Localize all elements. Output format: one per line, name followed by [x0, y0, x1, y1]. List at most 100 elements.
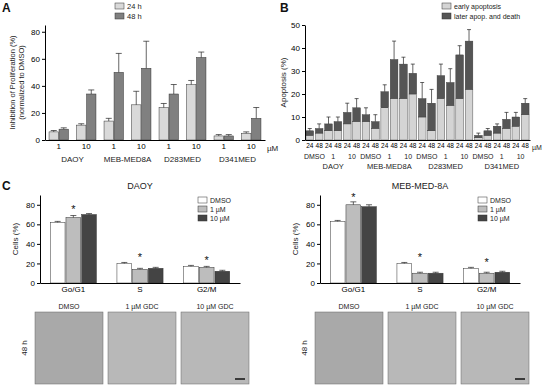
y-axis-title: (normalized to DMSO) [17, 45, 26, 120]
y-tick: 60 [26, 220, 40, 229]
tick-label: 20 [291, 90, 300, 99]
bar-segment [400, 99, 408, 140]
error-bar [448, 69, 452, 83]
legend-item: 24 h [115, 2, 142, 11]
x-tick: 24 [456, 142, 464, 149]
bar-segment [353, 108, 361, 122]
legend-swatch [478, 197, 487, 203]
legend-item: DMSO [478, 197, 512, 204]
x-tick: 48 [503, 142, 511, 149]
tick-mark [37, 224, 40, 225]
bar-segment [465, 89, 473, 140]
micrograph-row: 48 hDMSO1 µM GDC10 µM GDC [300, 303, 529, 384]
treatment-label: 10 [348, 153, 356, 160]
bar [49, 132, 58, 140]
tick-label: 48 [316, 142, 324, 149]
error-bar [411, 64, 415, 73]
treatment-label: 10 [460, 153, 468, 160]
group-label: MEB-MED8A [367, 162, 412, 171]
axis-line [40, 196, 41, 284]
bar [197, 57, 206, 140]
error-bar [317, 124, 321, 129]
legend-label: 48 h [127, 12, 142, 21]
tick-label: G2/M [477, 285, 497, 294]
legend: 24 h48 h [115, 2, 142, 21]
y-tick: 20 [31, 109, 45, 118]
error-bar [133, 91, 139, 105]
error-bar [476, 133, 480, 135]
legend-item: 48 h [115, 12, 142, 21]
legend-item: 10 µM [478, 215, 510, 223]
tick-label: 10 [82, 142, 91, 151]
tick-label: 10 [192, 142, 201, 151]
tick-mark [302, 94, 305, 95]
tick-label: 40 [31, 82, 40, 91]
bar-segment [362, 115, 370, 122]
bar-segment [465, 41, 473, 89]
tick-mark [317, 283, 320, 284]
error-bar [467, 30, 471, 41]
legend-label: 10 µM [490, 215, 510, 223]
x-tick: 1 [112, 142, 117, 151]
x-tick: G2/M [197, 285, 217, 294]
error-bar [430, 89, 434, 103]
error-bar [78, 124, 84, 125]
x-tick: 1 [167, 142, 172, 151]
error-bar [486, 129, 490, 131]
tick-mark [302, 48, 305, 49]
x-tick: 48 [316, 142, 324, 149]
chart-c1: 020406080Go/G1SG2/MDAOYCells (%)DMSO1 µM… [11, 181, 241, 294]
legend-swatch [198, 197, 207, 203]
x-tick: 1 [222, 142, 227, 151]
time-label: 48 h [300, 340, 309, 356]
y-tick: 20 [26, 260, 40, 269]
bar-segment [381, 92, 389, 108]
bar-segment [512, 126, 520, 140]
x-axis: 2448244824482448244824482448244824482448… [306, 141, 531, 149]
legend-item: 1 µM [198, 206, 226, 214]
tick-label: 40 [26, 240, 35, 249]
y-tick: 0 [31, 279, 40, 288]
axis-line [45, 26, 46, 141]
x-tick: 48 [428, 142, 436, 149]
annotation: * [351, 191, 356, 203]
x-tick: 10 [192, 142, 201, 151]
error-bar [366, 205, 372, 207]
tick-label: 0 [36, 136, 41, 145]
bar-segment [343, 112, 351, 124]
bar-segment [437, 99, 445, 140]
tick-mark [37, 205, 40, 206]
legend-label: 1 µM [210, 206, 226, 214]
tick-label: 24 [512, 142, 520, 149]
chart-c2: 020406080Go/G1SG2/MMEB-MED-8ACells (%)DM… [291, 181, 521, 294]
tick-mark [42, 140, 45, 141]
bar [215, 271, 230, 283]
legend-label: early apoptosis [454, 3, 502, 11]
error-bar [161, 103, 167, 107]
error-bar [253, 108, 259, 119]
tick-label: 48 [428, 142, 436, 149]
treatment-label: 10 [404, 153, 412, 160]
micrograph [461, 312, 529, 384]
chart-title: MEB-MED-8A [392, 181, 449, 191]
tick-label: 0 [31, 279, 36, 288]
tick-label: 48 [409, 142, 417, 149]
error-bar [51, 131, 57, 132]
x-tick: 48 [390, 142, 398, 149]
bar [59, 129, 68, 140]
legend-swatch [115, 13, 124, 19]
x-tick: S [137, 285, 142, 294]
bar-segment [503, 129, 511, 141]
error-bar [495, 124, 499, 126]
treatment-label: 1 [331, 153, 335, 160]
tick-mark [317, 205, 320, 206]
error-bar [86, 213, 92, 215]
bar [428, 273, 443, 283]
x-tick: 1 [57, 142, 62, 151]
bar-segment [446, 106, 454, 141]
tick-mark [42, 32, 45, 33]
tick-label: S [417, 285, 422, 294]
error-bar [171, 85, 177, 94]
time-label: 48 h [20, 340, 29, 356]
bar-segment [503, 119, 511, 128]
